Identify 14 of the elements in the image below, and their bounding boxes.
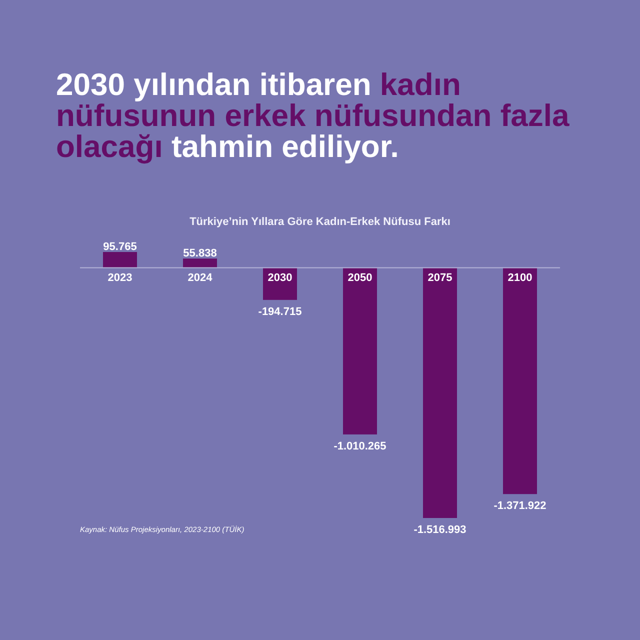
data-label: -1.516.993 xyxy=(414,524,466,536)
x-tick-label: 2100 xyxy=(508,272,532,284)
data-label: 55.838 xyxy=(183,248,217,260)
x-tick-label: 2050 xyxy=(348,272,372,284)
x-tick-label: 2075 xyxy=(428,272,452,284)
x-tick-label: 2024 xyxy=(188,272,214,284)
data-label: -1.371.922 xyxy=(494,500,546,512)
data-label: -1.010.265 xyxy=(334,440,386,452)
chart-subtitle: Türkiye’nin Yıllara Göre Kadın-Erkek Nüfusu Farkı xyxy=(190,216,450,228)
x-tick-label: 2030 xyxy=(268,272,292,284)
x-tick-label: 2023 xyxy=(108,272,132,284)
chart-title: 2030 yılından itibaren kadın nüfusunun erkek nüfusundan fazla olacağı tahmin ediliyor. xyxy=(56,67,570,164)
data-label: -194.715 xyxy=(258,306,302,318)
data-label: 95.765 xyxy=(103,241,137,253)
